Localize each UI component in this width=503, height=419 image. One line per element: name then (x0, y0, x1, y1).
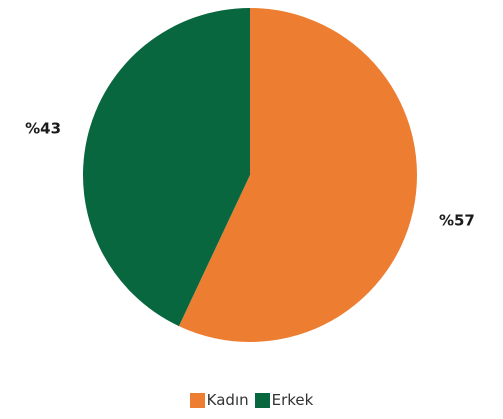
legend-label-kadin: Kadın (206, 391, 249, 409)
slice-label-erkek: %43 (25, 119, 61, 137)
legend-item-erkek: Erkek (254, 391, 314, 409)
pie-slice-kadin (178, 8, 417, 342)
legend-item-kadin: Kadın (189, 391, 249, 409)
pie-svg: %57 %43 (25, 8, 475, 342)
slice-label-kadin: %57 (439, 212, 475, 230)
legend-swatch-erkek (254, 392, 270, 408)
pie-slice-erkek (83, 8, 251, 327)
legend-label-erkek: Erkek (271, 391, 314, 409)
legend-swatch-kadin (189, 392, 205, 408)
legend: Kadın Erkek (0, 391, 503, 409)
